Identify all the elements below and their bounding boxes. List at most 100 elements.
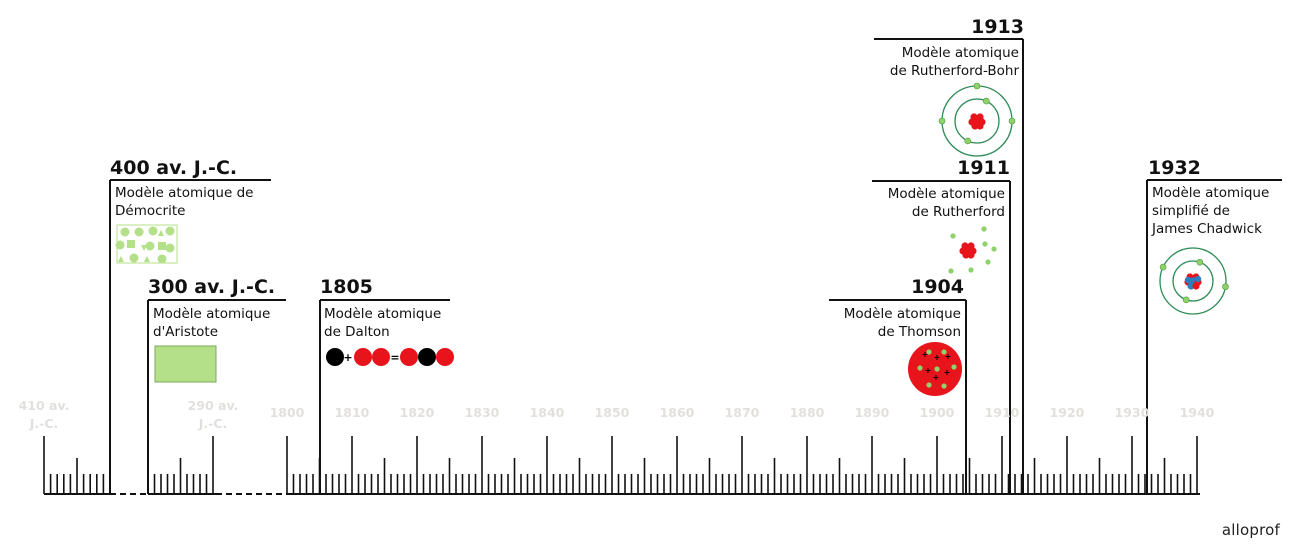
axis-decade-label: 1870	[724, 405, 760, 420]
thomson-illustration: + ++ +++	[908, 342, 962, 396]
axis-decade-label: 1820	[399, 405, 435, 420]
axis-label-line: J.-C.	[29, 416, 59, 431]
bohr-electron	[938, 117, 946, 125]
axis-label-290bc: 290 av. J.-C.	[181, 397, 245, 433]
event-desc-line: Démocrite	[115, 203, 186, 219]
rutherford-electron	[985, 259, 991, 265]
thomson-positive-charge: +	[922, 350, 929, 359]
democritus-shapes-illustration	[115, 224, 178, 264]
rutherford-electron	[981, 226, 987, 232]
event-desc-line: de Thomson	[877, 324, 961, 340]
rutherford-electron	[950, 233, 956, 239]
chadwick-electron	[1159, 263, 1167, 271]
proton	[1192, 282, 1200, 290]
event-desc-line: de Rutherford-Bohr	[889, 63, 1019, 79]
thomson-electron	[926, 349, 932, 355]
event-desc-line: simplifié de	[1152, 203, 1230, 219]
bohr-electron	[1008, 117, 1016, 125]
carbon-atom-icon	[418, 348, 436, 366]
democritus-particle	[157, 254, 167, 264]
bohr-illustration	[938, 82, 1016, 157]
axis-decade-label: 1810	[334, 405, 370, 420]
axis-decade-label: 1840	[529, 405, 565, 420]
axis-decade-label: 1910	[984, 405, 1020, 420]
event-markers	[109, 38, 1282, 494]
axis-decade-label: 1860	[659, 405, 695, 420]
rutherford-electron	[982, 241, 988, 247]
event-desc-aristotle: Modèle atomique d'Aristote	[153, 305, 270, 341]
democritus-particle	[118, 256, 124, 262]
thomson-positive-charge: +	[933, 373, 940, 382]
proton	[962, 251, 970, 259]
axis-decade-label: 1830	[464, 405, 500, 420]
oxygen-atom-icon	[354, 348, 372, 366]
event-desc-line: Modèle atomique	[901, 45, 1019, 61]
event-year-rutherford: 1911	[957, 157, 1010, 179]
event-desc-democritus: Modèle atomique de Démocrite	[115, 184, 253, 220]
dalton-illustration: + =	[326, 348, 454, 366]
neutron	[1184, 276, 1192, 284]
thomson-electron	[941, 349, 947, 355]
proton	[976, 122, 984, 130]
axis-decade-label: 1800	[269, 405, 305, 420]
event-desc-rutherford: Modèle atomique de Rutherford	[888, 185, 1005, 221]
thomson-positive-charge: +	[925, 366, 932, 375]
democritus-particle	[144, 256, 150, 262]
rutherford-electron	[948, 268, 954, 274]
rutherford-electron	[968, 267, 974, 273]
chadwick-electron	[1182, 296, 1190, 304]
event-desc-line: d'Aristote	[153, 324, 219, 340]
democritus-particle	[158, 230, 164, 236]
event-desc-thomson: Modèle atomique de Thomson	[844, 305, 961, 341]
bohr-electron	[982, 97, 990, 105]
event-desc-line: Modèle atomique	[324, 306, 442, 322]
axis-decade-label: 1920	[1049, 405, 1085, 420]
thomson-electron	[926, 382, 932, 388]
rutherford-illustration	[948, 226, 997, 274]
equals-sign: =	[390, 351, 399, 364]
axis-decade-label: 1930	[1114, 405, 1150, 420]
event-desc-line: Modèle atomique de	[115, 185, 254, 201]
democritus-particle	[127, 240, 135, 248]
carbon-atom-icon	[326, 348, 344, 366]
event-year-thomson: 1904	[911, 276, 964, 298]
chadwick-illustration	[1159, 247, 1229, 315]
proton	[967, 251, 975, 259]
event-year-democritus: 400 av. J.-C.	[110, 157, 238, 179]
event-desc-line: Modèle atomique	[887, 186, 1005, 202]
neutron	[1187, 282, 1195, 290]
democritus-particle	[148, 226, 158, 236]
thomson-electron	[951, 364, 957, 370]
oxygen-atom-icon	[372, 348, 390, 366]
event-desc-line: de Dalton	[324, 324, 390, 340]
event-desc-bohr: Modèle atomique de Rutherford-Bohr	[890, 44, 1019, 80]
thomson-positive-charge: +	[945, 352, 952, 361]
event-desc-line: Modèle atomique	[153, 306, 271, 322]
neutron	[1194, 275, 1202, 283]
proton	[971, 122, 979, 130]
event-desc-line: Modèle atomique	[1152, 185, 1270, 201]
thomson-positive-charge: +	[934, 353, 941, 362]
axis-ticks	[43, 436, 1198, 494]
axis-decade-label: 1940	[1179, 405, 1215, 420]
bohr-electron	[973, 82, 981, 90]
event-desc-line: Modèle atomique	[843, 306, 961, 322]
thomson-electron	[941, 383, 947, 389]
axis-decade-label: 1850	[594, 405, 630, 420]
chadwick-electron	[1222, 283, 1229, 291]
axis-decade-label: 1890	[854, 405, 890, 420]
democritus-particle	[129, 253, 139, 263]
democritus-particle	[145, 241, 155, 251]
event-year-aristotle: 300 av. J.-C.	[148, 276, 276, 298]
axis-label-line: 410 av.	[18, 398, 70, 413]
plus-sign: +	[343, 351, 352, 364]
thomson-positive-charge: +	[944, 368, 951, 377]
event-year-chadwick: 1932	[1148, 157, 1201, 179]
democritus-particle	[141, 245, 147, 251]
event-year-dalton: 1805	[320, 276, 373, 298]
rutherford-electron	[991, 246, 997, 252]
axis-decade-label: 1900	[919, 405, 955, 420]
thomson-electron	[917, 365, 923, 371]
